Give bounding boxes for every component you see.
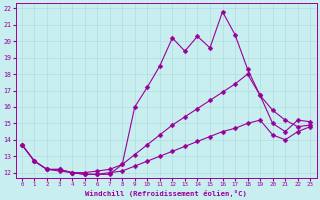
X-axis label: Windchill (Refroidissement éolien,°C): Windchill (Refroidissement éolien,°C)	[85, 190, 247, 197]
